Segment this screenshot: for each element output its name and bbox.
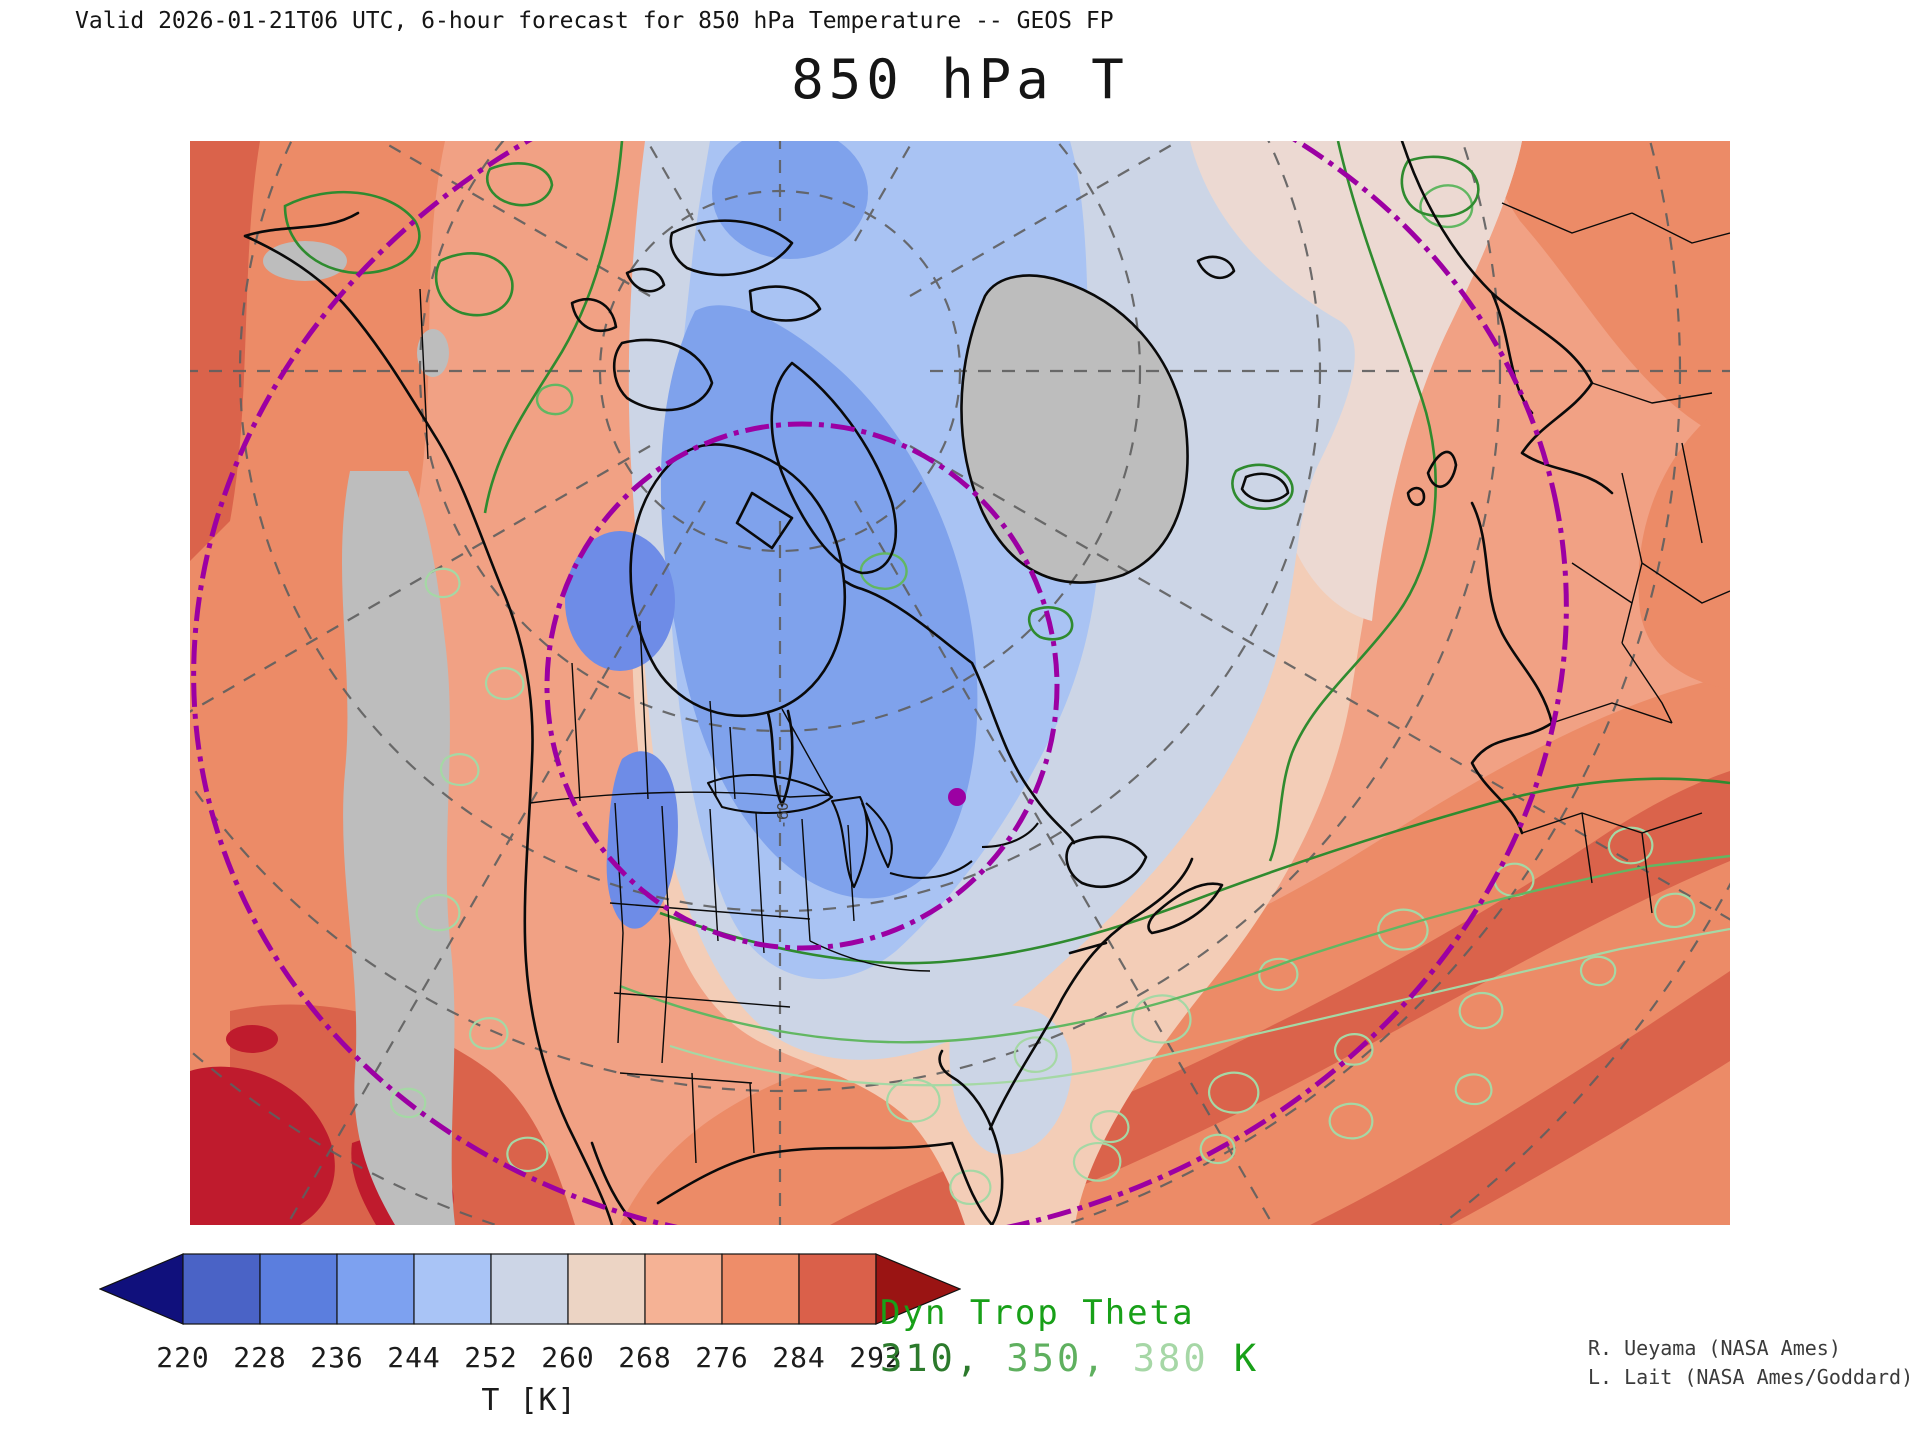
tick-label: 260 xyxy=(541,1341,595,1374)
tick-label: 252 xyxy=(464,1341,518,1374)
tick-label: 228 xyxy=(233,1341,287,1374)
political-borders xyxy=(419,202,1730,1164)
credits: R. Ueyama (NASA Ames) L. Lait (NASA Ames… xyxy=(1588,1334,1913,1392)
trop-theta-levels: 310, 350, 380 K xyxy=(880,1335,1259,1383)
longitude-label: -60 xyxy=(774,802,792,829)
map-canvas: -60 xyxy=(190,141,1730,1225)
tick-label: 268 xyxy=(618,1341,672,1374)
trop-theta-legend: Dyn Trop Theta 310, 350, 380 K xyxy=(880,1291,1259,1383)
coastlines xyxy=(243,141,1614,1225)
validity-header: Valid 2026-01-21T06 UTC, 6-hour forecast… xyxy=(75,8,1114,34)
vortex-marker-dot xyxy=(948,788,966,806)
trop-theta-title: Dyn Trop Theta xyxy=(880,1293,1195,1333)
theta-level-350: 350, xyxy=(1006,1337,1133,1380)
tick-label: 220 xyxy=(156,1341,210,1374)
tick-label: 292 xyxy=(849,1341,903,1374)
theta-level-380: 380 xyxy=(1132,1337,1209,1380)
tick-label: 276 xyxy=(695,1341,749,1374)
theta-contour-310 xyxy=(283,141,1730,965)
tick-label: 236 xyxy=(310,1341,364,1374)
plot-title: 850 hPa T xyxy=(791,48,1129,111)
theta-unit: K xyxy=(1208,1337,1260,1380)
colorbar-under-arrow xyxy=(98,1253,184,1325)
theta-level-310: 310, xyxy=(880,1337,1007,1380)
credit-line-1: R. Ueyama (NASA Ames) xyxy=(1588,1336,1841,1360)
colorbar-segments xyxy=(182,1253,877,1325)
colorbar-axis-label: T [K] xyxy=(481,1383,577,1418)
shade-228-236 xyxy=(565,531,678,929)
colorbar-over-arrow xyxy=(875,1253,962,1325)
tick-label: 284 xyxy=(772,1341,826,1374)
credit-line-2: L. Lait (NASA Ames/Goddard) xyxy=(1588,1365,1914,1389)
weather-map: -60 xyxy=(190,141,1730,1225)
tick-label: 244 xyxy=(387,1341,441,1374)
terrain-mask xyxy=(263,241,1188,1225)
great-lakes xyxy=(706,774,1039,889)
colorbar xyxy=(98,1253,962,1325)
colorbar-ticks: 220 228 236 244 252 260 268 276 284 292 xyxy=(0,1341,1100,1381)
graticule xyxy=(190,141,1730,1225)
shade-236-244 xyxy=(660,141,978,899)
vortex-edge-contours xyxy=(191,141,1569,1225)
